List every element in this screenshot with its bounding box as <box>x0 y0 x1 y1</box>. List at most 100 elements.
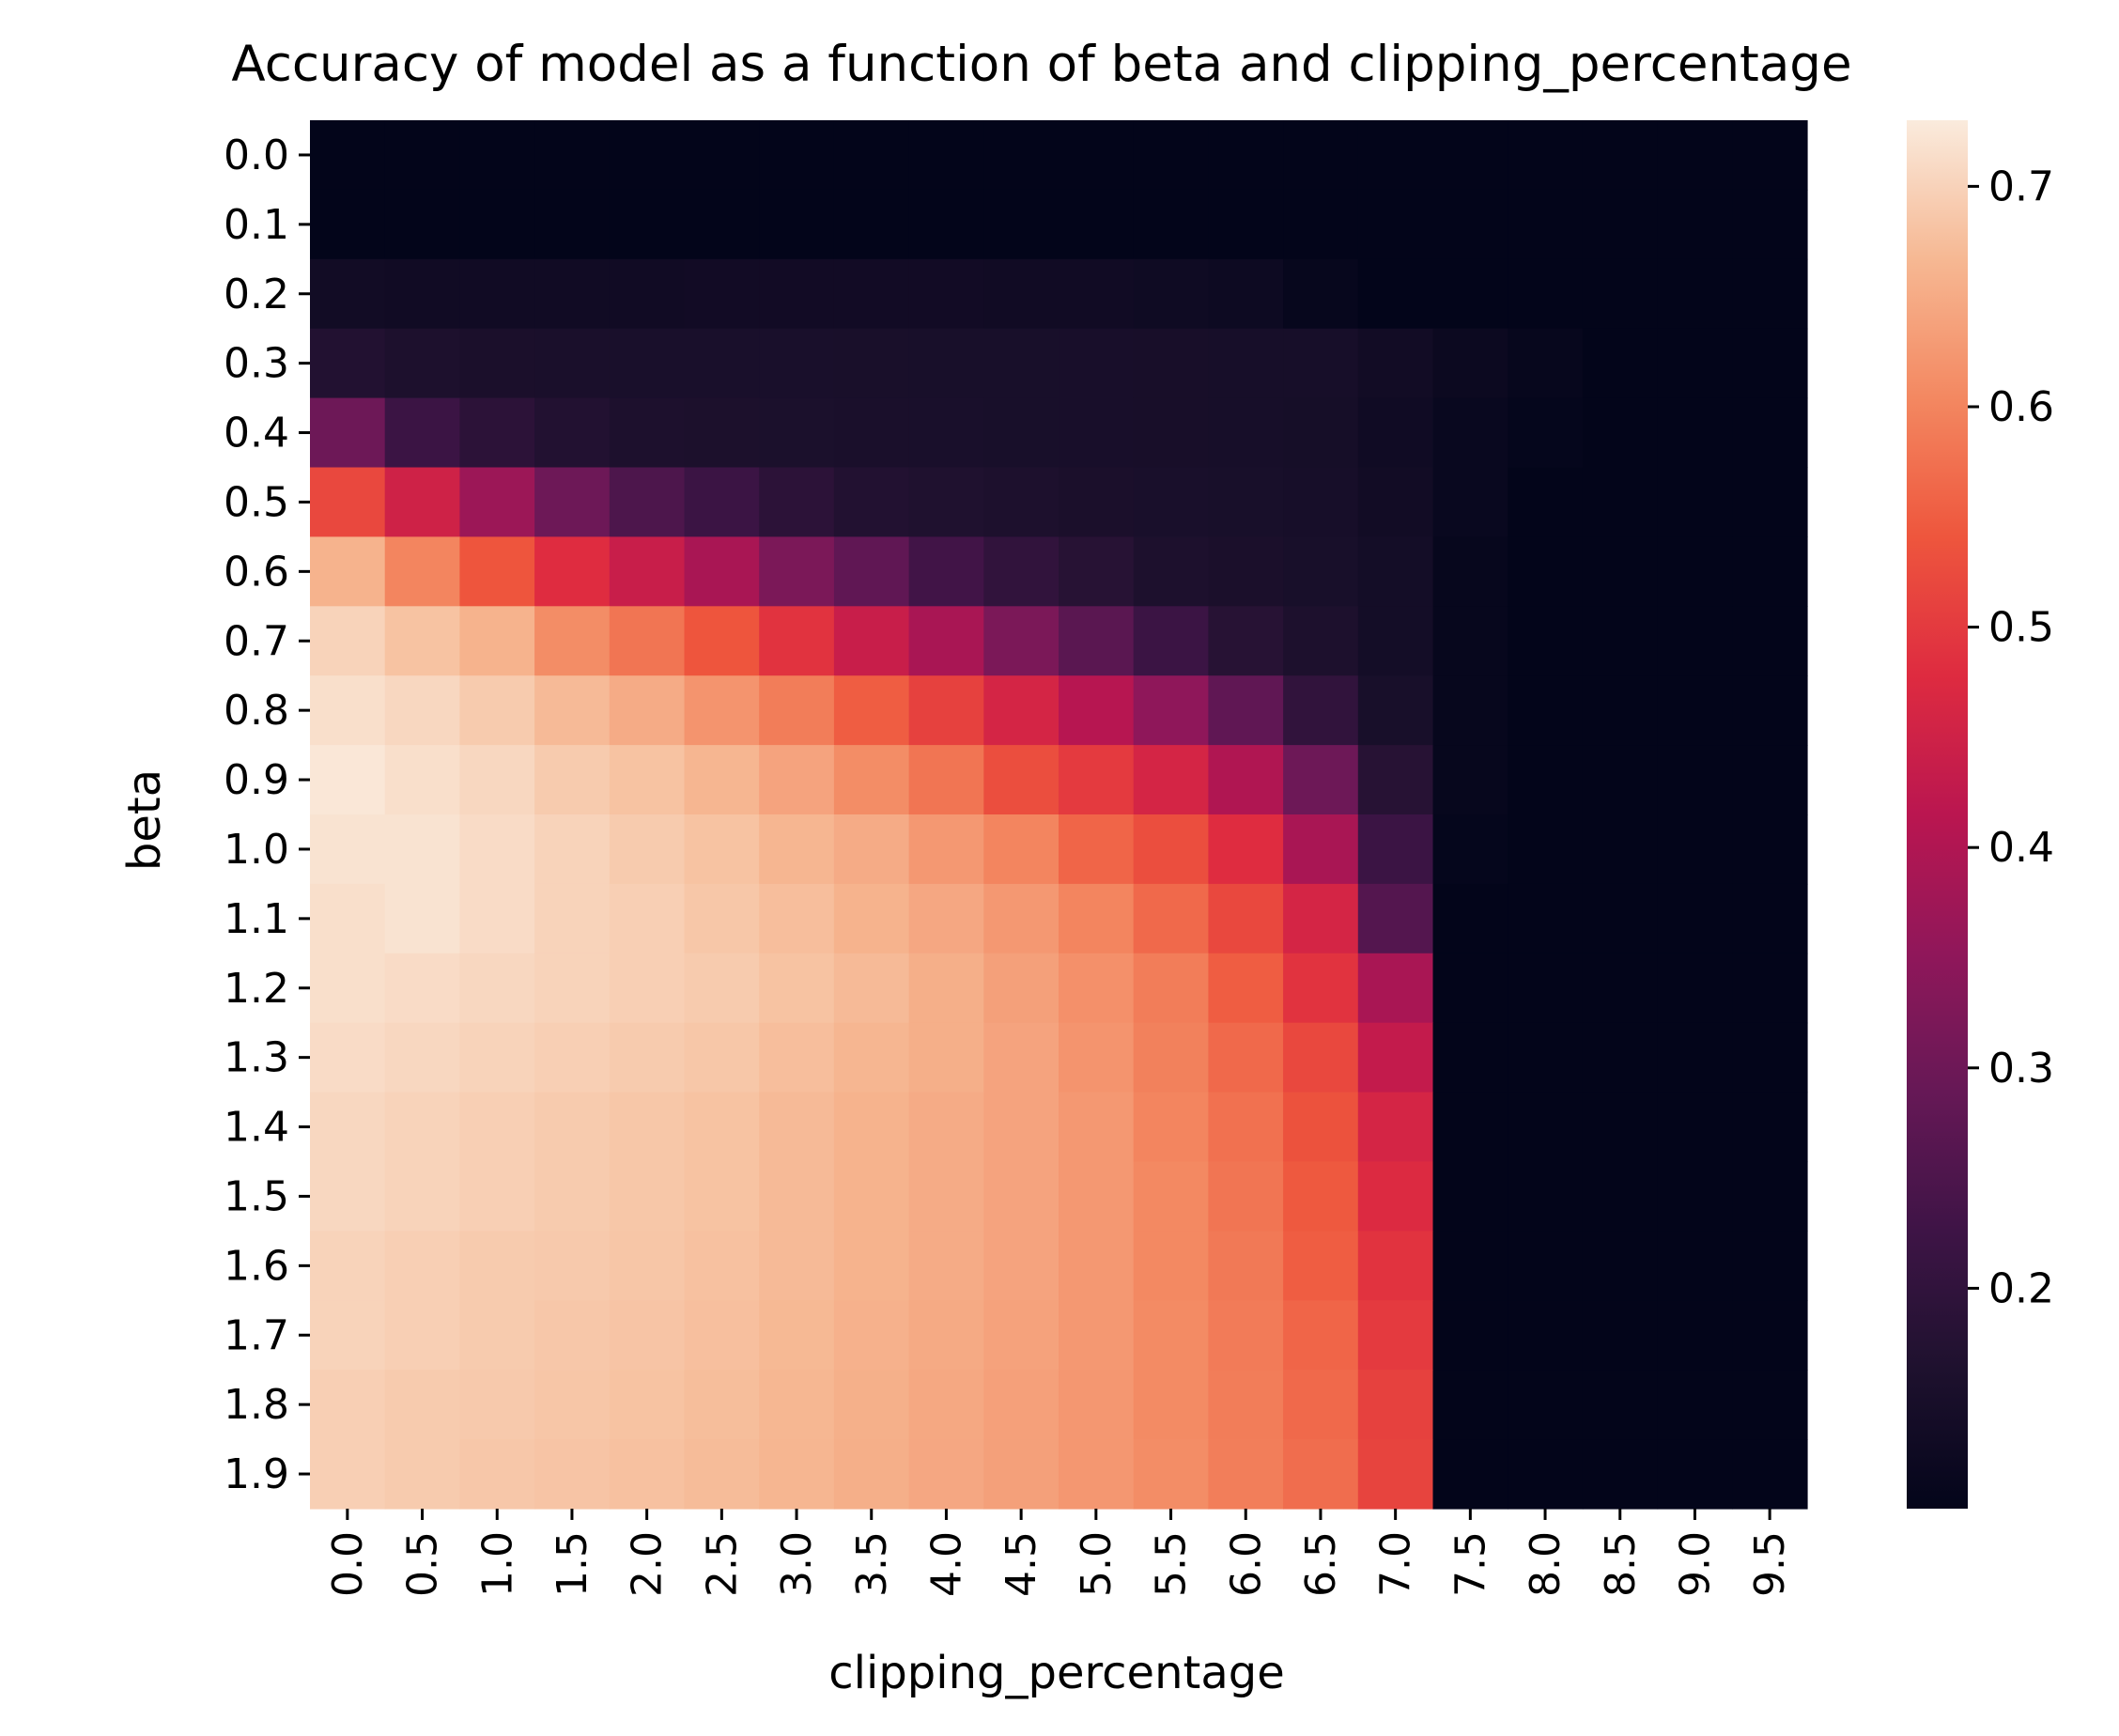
heatmap-cell <box>1732 1022 1808 1093</box>
y-tick-label: 1.2 <box>224 965 289 1013</box>
heatmap-cell <box>759 1439 835 1510</box>
heatmap-cell <box>1357 814 1434 885</box>
x-tick-label: 2.5 <box>698 1531 746 1597</box>
heatmap-cell <box>759 189 835 260</box>
heatmap-cell <box>384 675 460 746</box>
heatmap-cell <box>833 745 910 815</box>
heatmap-cell <box>1582 467 1659 537</box>
heatmap-cell <box>908 397 984 469</box>
heatmap-cell <box>310 953 386 1024</box>
heatmap-cell <box>1432 189 1508 260</box>
heatmap-cell <box>1357 953 1434 1024</box>
x-tick-label: 6.5 <box>1297 1531 1345 1597</box>
heatmap-cell <box>609 189 686 260</box>
heatmap-cell <box>459 189 535 260</box>
heatmap-cell <box>534 536 611 607</box>
x-tick-label: 5.0 <box>1073 1531 1121 1597</box>
heatmap-cell <box>384 883 460 954</box>
heatmap-cell <box>1732 745 1808 815</box>
heatmap-cell <box>1283 1231 1359 1301</box>
heatmap-cell <box>1657 1022 1733 1093</box>
heatmap-cell <box>983 1022 1060 1093</box>
heatmap-cell <box>1059 883 1135 954</box>
heatmap-cell <box>459 120 535 191</box>
heatmap-cell <box>1508 1161 1584 1232</box>
heatmap-cell <box>609 883 686 954</box>
heatmap-cell <box>833 258 910 330</box>
heatmap-cell <box>1059 814 1135 885</box>
heatmap-cell <box>1657 536 1733 607</box>
heatmap-cell <box>684 1300 760 1371</box>
heatmap-cell <box>1357 1300 1434 1371</box>
heatmap-cell <box>310 745 386 815</box>
heatmap-cell <box>1657 120 1733 191</box>
heatmap-cell <box>1133 606 1209 676</box>
heatmap-cell <box>1732 120 1808 191</box>
x-tick-label: 6.0 <box>1222 1531 1270 1597</box>
heatmap-cell <box>833 1231 910 1301</box>
heatmap-cell <box>1582 675 1659 746</box>
heatmap-cell <box>534 120 611 191</box>
heatmap-cell <box>310 1231 386 1301</box>
heatmap-cell <box>983 397 1060 469</box>
y-tick-label: 0.9 <box>224 756 289 804</box>
heatmap-cell <box>1059 1439 1135 1510</box>
heatmap-cell <box>1508 120 1584 191</box>
y-tick-label: 0.3 <box>224 340 289 388</box>
heatmap-cell <box>1059 258 1135 330</box>
heatmap-cell <box>1357 467 1434 537</box>
heatmap-cell <box>1732 536 1808 607</box>
heatmap-cell <box>1208 397 1284 469</box>
heatmap-cell <box>1732 1231 1808 1301</box>
heatmap-cell <box>1283 1092 1359 1163</box>
heatmap-cell <box>1732 1370 1808 1440</box>
heatmap-cell <box>759 1092 835 1163</box>
heatmap-cell <box>833 536 910 607</box>
heatmap-cell <box>459 467 535 537</box>
heatmap-cell <box>534 814 611 885</box>
heatmap-cell <box>1357 328 1434 399</box>
x-tick-label: 1.0 <box>473 1531 521 1597</box>
heatmap-cell <box>1133 745 1209 815</box>
heatmap-cell <box>684 1092 760 1163</box>
heatmap-cell <box>1133 189 1209 260</box>
heatmap-cell <box>1283 606 1359 676</box>
heatmap-cell <box>1582 814 1659 885</box>
heatmap-cell <box>759 328 835 399</box>
x-tick-label: 0.5 <box>399 1531 447 1597</box>
heatmap-cell <box>1283 1022 1359 1093</box>
colorbar-tick-label: 0.6 <box>1988 383 2054 431</box>
heatmap-cell <box>1508 953 1584 1024</box>
heatmap-cell <box>908 1231 984 1301</box>
heatmap-cell <box>1657 1092 1733 1163</box>
colorbar-tick-label: 0.5 <box>1988 604 2054 652</box>
heatmap-cell <box>384 397 460 469</box>
heatmap-cell <box>1732 1092 1808 1163</box>
heatmap-cell <box>684 189 760 260</box>
heatmap-cell <box>1059 467 1135 537</box>
heatmap-cell <box>759 953 835 1024</box>
heatmap-cell <box>684 120 760 191</box>
heatmap-cell <box>1732 397 1808 469</box>
heatmap-cell <box>609 1092 686 1163</box>
heatmap-cell <box>759 606 835 676</box>
heatmap-cell <box>1208 536 1284 607</box>
x-tick-label: 7.5 <box>1446 1531 1494 1597</box>
heatmap-cell <box>1357 120 1434 191</box>
heatmap-cell <box>459 328 535 399</box>
heatmap-cell <box>1059 1022 1135 1093</box>
heatmap-cell <box>384 814 460 885</box>
heatmap-cell <box>983 1231 1060 1301</box>
heatmap-cell <box>534 258 611 330</box>
heatmap-cell <box>759 120 835 191</box>
heatmap-cell <box>908 1161 984 1232</box>
heatmap-cell <box>833 1161 910 1232</box>
heatmap-cell <box>1508 606 1584 676</box>
heatmap-cell <box>459 1300 535 1371</box>
heatmap-cell <box>1432 1092 1508 1163</box>
heatmap-cell <box>1432 120 1508 191</box>
heatmap-cell <box>983 883 1060 954</box>
heatmap-cell <box>908 606 984 676</box>
heatmap-cell <box>833 1439 910 1510</box>
y-tick-label: 1.9 <box>224 1450 289 1498</box>
